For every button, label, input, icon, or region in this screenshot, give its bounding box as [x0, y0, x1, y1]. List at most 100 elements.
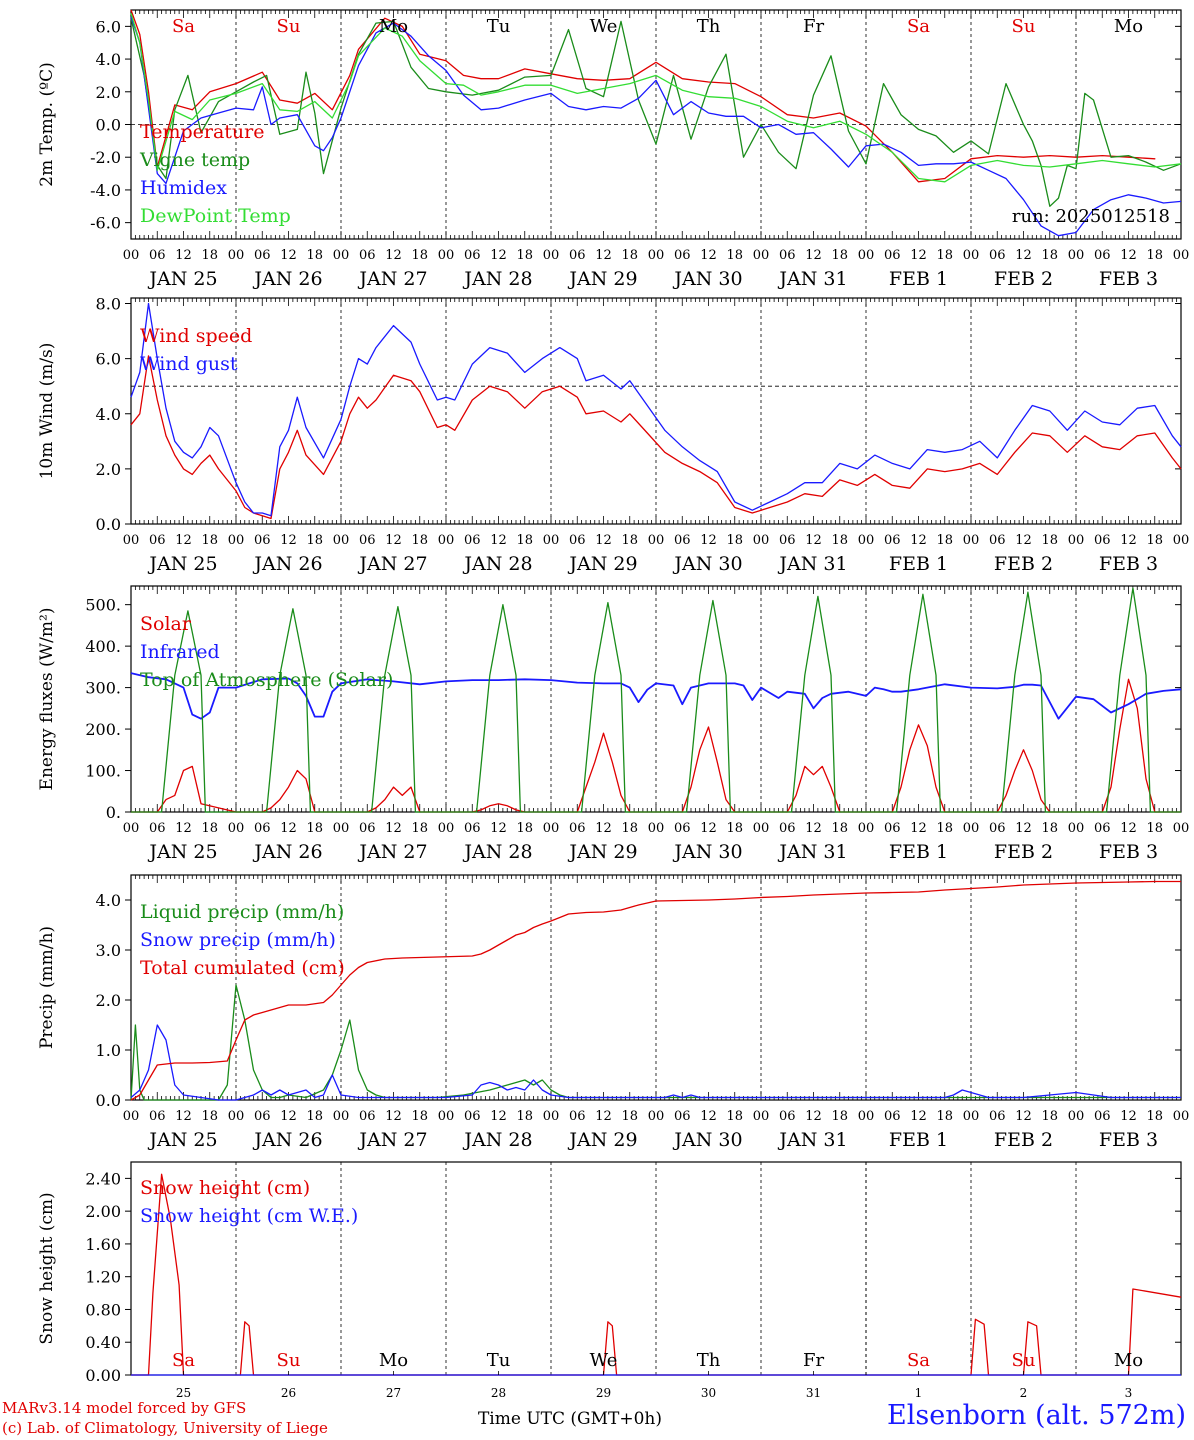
- y-tick-label: 2.00: [85, 1202, 121, 1221]
- hour-tick-label: 12: [175, 533, 192, 548]
- lab-credit: (c) Lab. of Climatology, University of L…: [2, 1419, 328, 1437]
- hour-tick-label: 12: [910, 821, 927, 836]
- hour-tick-label: 12: [805, 533, 822, 548]
- hour-tick-label: 18: [1041, 533, 1058, 548]
- panel-1: 6.0 4.0 2.0 0.0 -2.0 -4.0 -6.0 2m Temp. (ºC) Tem…: [37, 9, 1189, 290]
- hour-tick-label: 00: [963, 1109, 980, 1124]
- weekday-label: Su: [277, 1350, 301, 1371]
- hour-tick-label: 00: [333, 248, 350, 263]
- hour-tick-label: 06: [149, 248, 166, 263]
- legend-entry: Solar: [140, 613, 192, 635]
- hour-tick-label: 18: [411, 533, 428, 548]
- date-label: JAN 30: [672, 268, 742, 290]
- hour-tick-label: 18: [831, 821, 848, 836]
- date-label: FEB 1: [889, 1129, 948, 1151]
- hour-tick-label: 12: [1120, 1109, 1137, 1124]
- day-number: 25: [176, 1386, 191, 1400]
- day-number: 2: [1020, 1386, 1028, 1400]
- hour-tick-label: 18: [621, 248, 638, 263]
- hour-tick-label: 00: [438, 1109, 455, 1124]
- y-tick-label: 400.: [85, 637, 121, 656]
- series-line-humidex: [130, 16, 1182, 237]
- hour-tick-label: 00: [753, 821, 770, 836]
- hour-tick-label: 00: [1068, 821, 1085, 836]
- weekday-label: Fr: [803, 16, 824, 37]
- hour-tick-label: 12: [385, 533, 402, 548]
- hour-tick-label: 00: [543, 821, 560, 836]
- hour-tick-label: 18: [1146, 248, 1163, 263]
- hour-tick-label: 00: [228, 1109, 245, 1124]
- y-tick-label: -2.0: [90, 148, 121, 167]
- y-axis-label: Precip (mm/h): [37, 926, 57, 1049]
- hour-tick-label: 00: [123, 533, 140, 548]
- y-tick-label: 1.60: [85, 1235, 121, 1254]
- hour-tick-label: 00: [858, 248, 875, 263]
- hour-tick-label: 18: [411, 248, 428, 263]
- y-tick-label: 3.0: [96, 941, 121, 960]
- hour-tick-label: 18: [726, 248, 743, 263]
- legend-entry: Top of Atmosphere (Solar): [140, 669, 393, 691]
- hour-tick-label: 18: [411, 1109, 428, 1124]
- hour-tick-label: 18: [1041, 248, 1058, 263]
- hour-tick-label: 12: [805, 821, 822, 836]
- series-line-dewpoint-temp: [130, 13, 1182, 183]
- hour-tick-label: 06: [254, 821, 271, 836]
- series-line-snow-precip-mm-h-: [130, 1024, 1181, 1101]
- hour-tick-label: 00: [1068, 1109, 1085, 1124]
- date-label: JAN 27: [357, 268, 427, 290]
- y-tick-label: -6.0: [90, 214, 121, 233]
- hour-tick-label: 06: [254, 1109, 271, 1124]
- hour-tick-label: 12: [280, 533, 297, 548]
- hour-tick-label: 06: [569, 533, 586, 548]
- y-axis-label: 2m Temp. (ºC): [37, 62, 57, 187]
- date-label: FEB 1: [889, 841, 948, 863]
- hour-tick-label: 06: [359, 248, 376, 263]
- panel-3: 500. 400. 300. 200. 100. 0. Energy fluxes (W/m…: [37, 585, 1189, 863]
- y-tick-label: 4.0: [96, 891, 121, 910]
- weekday-label: Sa: [172, 1350, 195, 1371]
- weekday-label: Tu: [487, 16, 511, 37]
- hour-tick-label: 12: [595, 248, 612, 263]
- panel-5: 2.40 2.00 1.60 1.20 0.80 0.40 0.00 Snow height …: [37, 1161, 1182, 1429]
- date-label: JAN 28: [462, 553, 532, 575]
- day-number: 27: [386, 1386, 401, 1400]
- date-label: FEB 1: [889, 268, 948, 290]
- hour-tick-label: 12: [910, 248, 927, 263]
- date-label: JAN 31: [777, 841, 847, 863]
- y-axis-label: 10m Wind (m/s): [37, 343, 57, 480]
- series-line-temperature: [130, 9, 1156, 183]
- hour-tick-label: 18: [306, 1109, 323, 1124]
- hour-tick-label: 00: [963, 533, 980, 548]
- weekday-label: Sa: [907, 1350, 930, 1371]
- weekday-label: Th: [697, 1350, 721, 1371]
- y-tick-label: 4.0: [96, 50, 121, 69]
- day-number: 31: [806, 1386, 821, 1400]
- date-label: JAN 26: [252, 553, 322, 575]
- weekday-label: Mo: [1114, 1350, 1143, 1371]
- hour-tick-label: 06: [779, 1109, 796, 1124]
- hour-tick-label: 06: [884, 821, 901, 836]
- hour-tick-label: 06: [674, 1109, 691, 1124]
- legend-entry: Liquid precip (mm/h): [140, 901, 344, 923]
- hour-tick-label: 06: [149, 1109, 166, 1124]
- hour-tick-label: 00: [123, 821, 140, 836]
- hour-tick-label: 12: [595, 1109, 612, 1124]
- hour-tick-label: 00: [858, 821, 875, 836]
- hour-tick-label: 18: [936, 533, 953, 548]
- hour-tick-label: 06: [1094, 248, 1111, 263]
- y-tick-label: 0.80: [85, 1300, 121, 1319]
- hour-tick-label: 06: [254, 248, 271, 263]
- hour-tick-label: 18: [936, 1109, 953, 1124]
- hour-tick-label: 18: [726, 533, 743, 548]
- hour-ticks: [130, 298, 1182, 524]
- hour-tick-label: 00: [1068, 533, 1085, 548]
- y-tick-label: 0.0: [96, 116, 121, 135]
- series-line-wind-gust: [130, 302, 1182, 517]
- hour-tick-label: 06: [569, 248, 586, 263]
- weekday-label: Su: [1012, 1350, 1036, 1371]
- weekday-label: Mo: [379, 1350, 408, 1371]
- date-label: JAN 26: [252, 841, 322, 863]
- hour-tick-label: 06: [149, 533, 166, 548]
- hour-tick-label: 12: [175, 1109, 192, 1124]
- y-tick-label: 500.: [85, 596, 121, 615]
